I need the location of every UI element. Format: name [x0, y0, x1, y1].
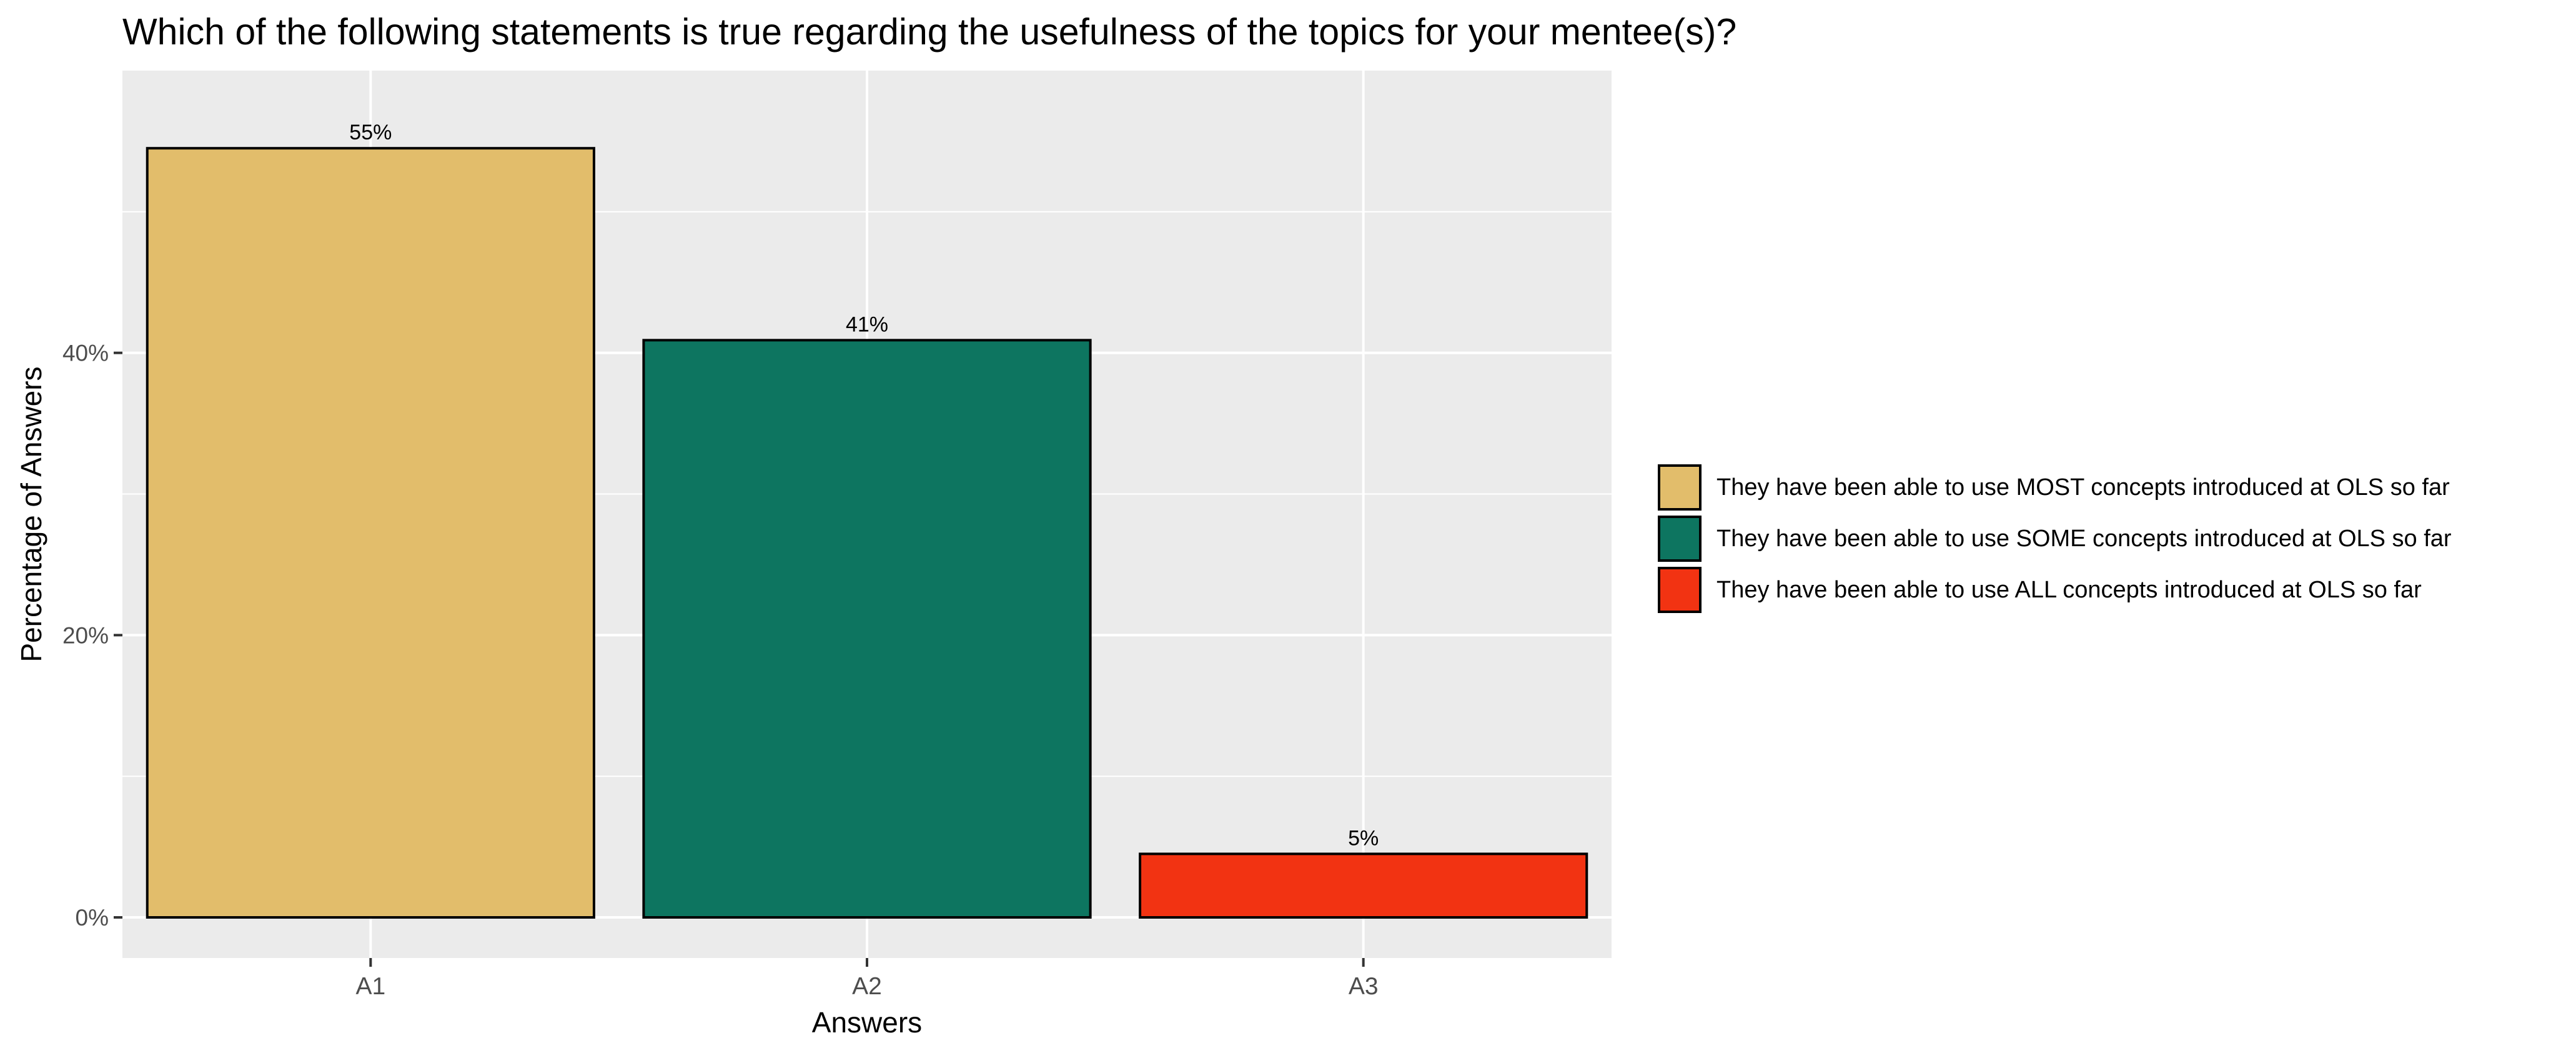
chart-title: Which of the following statements is tru…	[122, 11, 1737, 52]
legend-item-some: They have been able to use SOME concepts…	[1658, 513, 2452, 564]
y-tick-label: 40%	[62, 341, 109, 366]
legend-label-all: They have been able to use ALL concepts …	[1717, 576, 2422, 603]
bar-a1	[146, 147, 595, 919]
bar-value-labels: 55% 41% 5%	[349, 121, 1379, 850]
y-tick-label: 20%	[62, 622, 109, 648]
legend-label-some: They have been able to use SOME concepts…	[1717, 525, 2452, 552]
x-axis-title: Answers	[812, 1006, 922, 1039]
x-tick-label: A3	[1349, 973, 1379, 1000]
x-tick-label: A1	[355, 973, 385, 1000]
legend-key-all	[1658, 567, 1702, 613]
bar-value-label: 41%	[846, 312, 888, 336]
bar-a3	[1139, 852, 1588, 919]
legend-item-most: They have been able to use MOST concepts…	[1658, 462, 2452, 513]
legend-label-most: They have been able to use MOST concepts…	[1717, 474, 2450, 501]
bar-a2	[642, 339, 1092, 919]
bars	[146, 147, 1588, 919]
legend-key-most	[1658, 464, 1702, 511]
legend-item-all: They have been able to use ALL concepts …	[1658, 564, 2452, 616]
legend-key-some	[1658, 516, 1702, 562]
bar-value-label: 5%	[1348, 826, 1379, 850]
bar-value-label: 55%	[349, 121, 392, 144]
y-tick-label: 0%	[76, 905, 109, 931]
y-axis-title: Percentage of Answers	[15, 366, 47, 662]
axes: 0% 20% 40% A1 A2 A3	[62, 341, 1379, 1000]
x-tick-label: A2	[852, 973, 882, 1000]
legend: They have been able to use MOST concepts…	[1658, 462, 2452, 616]
